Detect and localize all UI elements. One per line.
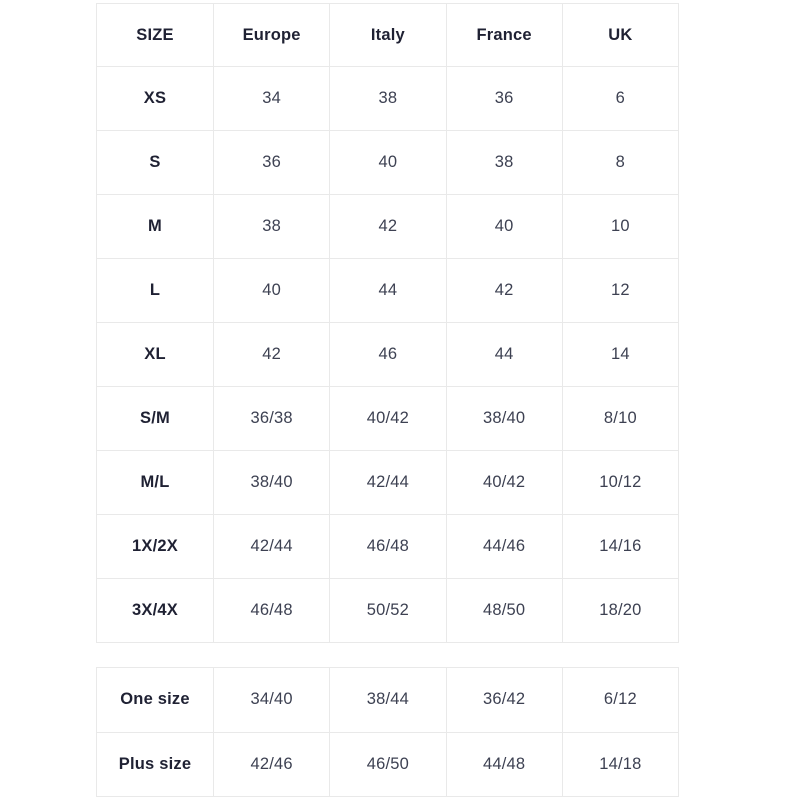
size-label: 3X/4X <box>96 578 214 643</box>
uk-value: 6 <box>561 66 680 131</box>
italy-value: 38/44 <box>329 667 447 733</box>
table-body: XS 34 38 36 6 S 36 40 38 8 M 38 42 40 10 <box>96 66 680 643</box>
table-header-row: SIZE Europe Italy France UK <box>96 3 680 67</box>
italy-value: 42/44 <box>329 450 447 515</box>
europe-value: 34 <box>212 66 331 131</box>
table-row: S/M 36/38 40/42 38/40 8/10 <box>96 386 680 451</box>
size-label: S <box>96 130 214 195</box>
size-label: 1X/2X <box>96 514 214 579</box>
france-value: 42 <box>445 258 563 323</box>
europe-value: 36 <box>212 130 331 195</box>
europe-value: 42/44 <box>212 514 331 579</box>
europe-value: 34/40 <box>212 667 331 733</box>
size-label: Plus size <box>96 731 214 797</box>
france-value: 44/48 <box>445 731 563 797</box>
table-row: M 38 42 40 10 <box>96 194 680 259</box>
france-value: 44 <box>445 322 563 387</box>
uk-value: 10 <box>561 194 680 259</box>
table-row: 3X/4X 46/48 50/52 48/50 18/20 <box>96 578 680 643</box>
europe-value: 40 <box>212 258 331 323</box>
italy-value: 40/42 <box>329 386 447 451</box>
size-label: L <box>96 258 214 323</box>
uk-value: 18/20 <box>561 578 680 643</box>
italy-value: 40 <box>329 130 447 195</box>
europe-value: 36/38 <box>212 386 331 451</box>
size-label: XS <box>96 66 214 131</box>
table-row: 1X/2X 42/44 46/48 44/46 14/16 <box>96 514 680 579</box>
uk-value: 14/16 <box>561 514 680 579</box>
uk-value: 10/12 <box>561 450 680 515</box>
france-value: 38 <box>445 130 563 195</box>
size-label: S/M <box>96 386 214 451</box>
italy-value: 44 <box>329 258 447 323</box>
table-row: M/L 38/40 42/44 40/42 10/12 <box>96 450 680 515</box>
table-header: SIZE Europe Italy France UK <box>96 3 680 67</box>
column-header-europe: Europe <box>212 3 331 67</box>
europe-value: 38 <box>212 194 331 259</box>
uk-value: 14/18 <box>561 731 680 797</box>
europe-value: 42/46 <box>212 731 331 797</box>
one-size-plus-size-table: One size 34/40 38/44 36/42 6/12 Plus siz… <box>96 667 680 797</box>
italy-value: 50/52 <box>329 578 447 643</box>
france-value: 40/42 <box>445 450 563 515</box>
table-row: One size 34/40 38/44 36/42 6/12 <box>96 667 680 733</box>
europe-value: 46/48 <box>212 578 331 643</box>
uk-value: 8/10 <box>561 386 680 451</box>
italy-value: 46/48 <box>329 514 447 579</box>
table-row: S 36 40 38 8 <box>96 130 680 195</box>
column-header-italy: Italy <box>329 3 447 67</box>
table-row: XS 34 38 36 6 <box>96 66 680 131</box>
italy-value: 42 <box>329 194 447 259</box>
table-row: Plus size 42/46 46/50 44/48 14/18 <box>96 731 680 797</box>
europe-value: 38/40 <box>212 450 331 515</box>
france-value: 36 <box>445 66 563 131</box>
column-header-size: SIZE <box>96 3 214 67</box>
italy-value: 46/50 <box>329 731 447 797</box>
table-body: One size 34/40 38/44 36/42 6/12 Plus siz… <box>96 667 680 797</box>
france-value: 48/50 <box>445 578 563 643</box>
table-row: XL 42 46 44 14 <box>96 322 680 387</box>
column-header-france: France <box>445 3 563 67</box>
france-value: 40 <box>445 194 563 259</box>
size-label: M <box>96 194 214 259</box>
italy-value: 38 <box>329 66 447 131</box>
france-value: 38/40 <box>445 386 563 451</box>
uk-value: 8 <box>561 130 680 195</box>
uk-value: 6/12 <box>561 667 680 733</box>
column-header-uk: UK <box>561 3 680 67</box>
uk-value: 12 <box>561 258 680 323</box>
uk-value: 14 <box>561 322 680 387</box>
standard-size-conversion-table: SIZE Europe Italy France UK XS 34 38 36 … <box>96 3 680 643</box>
table-row: L 40 44 42 12 <box>96 258 680 323</box>
france-value: 36/42 <box>445 667 563 733</box>
size-label: M/L <box>96 450 214 515</box>
europe-value: 42 <box>212 322 331 387</box>
size-label: XL <box>96 322 214 387</box>
italy-value: 46 <box>329 322 447 387</box>
size-label: One size <box>96 667 214 733</box>
france-value: 44/46 <box>445 514 563 579</box>
